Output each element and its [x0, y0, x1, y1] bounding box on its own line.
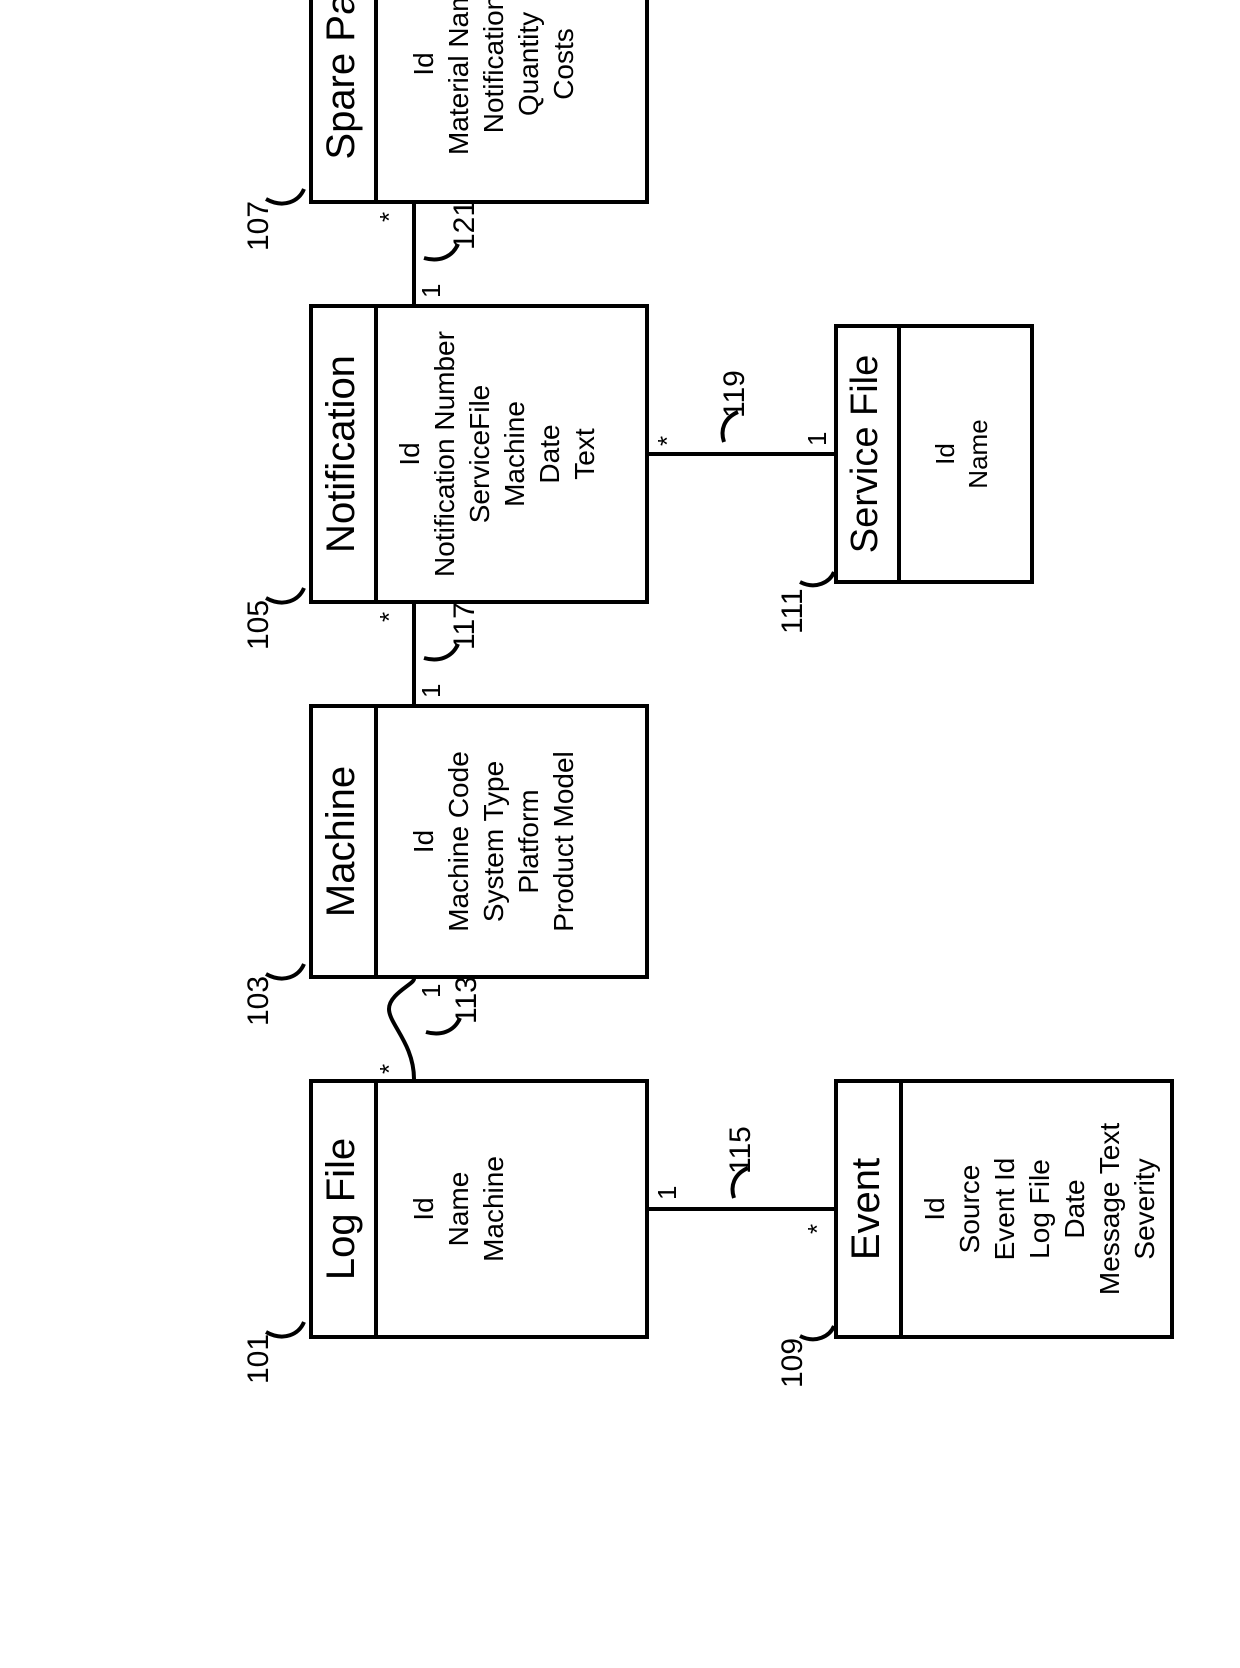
ref-115: 115 — [724, 1126, 758, 1174]
entity-attrs: Id Material Name Notification Quantity C… — [378, 0, 589, 200]
entity-spare-part: Spare Part Id Material Name Notification… — [309, 0, 649, 204]
ref-101: 101 — [242, 1334, 276, 1384]
entity-event: Event Id Source Event Id Log File Date M… — [834, 1079, 1174, 1339]
ref-113: 113 — [450, 976, 484, 1024]
entity-title: Service File — [838, 328, 901, 580]
mult-logfile-side: * — [374, 1064, 405, 1074]
ref-105: 105 — [242, 600, 276, 650]
entity-service-file: Service File Id Name — [834, 324, 1034, 584]
entity-machine: Machine Id Machine Code System Type Plat… — [309, 704, 649, 979]
ref-109: 109 — [776, 1338, 810, 1388]
entity-title: Spare Part — [313, 0, 378, 200]
entity-notification: Notification Id Notification Number Serv… — [309, 304, 649, 604]
entity-title: Log File — [313, 1083, 378, 1335]
entity-attrs: Id Notification Number ServiceFile Machi… — [378, 308, 610, 600]
mult-machine-side2: 1 — [416, 684, 447, 698]
entity-attrs: Id Machine Code System Type Platform Pro… — [378, 708, 589, 975]
ref-117: 117 — [448, 602, 482, 650]
mult-notification-side: * — [374, 612, 405, 622]
entity-log-file: Log File Id Name Machine — [309, 1079, 649, 1339]
mult-logfile-down: 1 — [652, 1186, 683, 1200]
entity-title: Notification — [313, 308, 378, 600]
mult-service-up: 1 — [802, 432, 833, 446]
entity-attrs: Id Name Machine — [378, 1083, 519, 1335]
ref-103: 103 — [242, 976, 276, 1026]
diagram-stage: Log File Id Name Machine Machine Id Mach… — [214, 0, 1240, 1454]
entity-attrs: Id Source Event Id Log File Date Message… — [903, 1083, 1170, 1335]
ref-119: 119 — [718, 370, 752, 418]
ref-121: 121 — [448, 200, 482, 250]
mult-notification-side2: 1 — [416, 284, 447, 298]
ref-107: 107 — [242, 201, 276, 251]
mult-machine-side: 1 — [416, 984, 447, 998]
entity-title: Machine — [313, 708, 378, 975]
mult-event-up: * — [802, 1224, 833, 1234]
entity-title: Event — [838, 1083, 903, 1335]
entity-attrs: Id Name — [901, 328, 1002, 580]
mult-spare-side: * — [374, 212, 405, 222]
leader-111 — [800, 572, 834, 585]
mult-notif-down: * — [652, 436, 683, 446]
ref-111: 111 — [776, 588, 810, 634]
